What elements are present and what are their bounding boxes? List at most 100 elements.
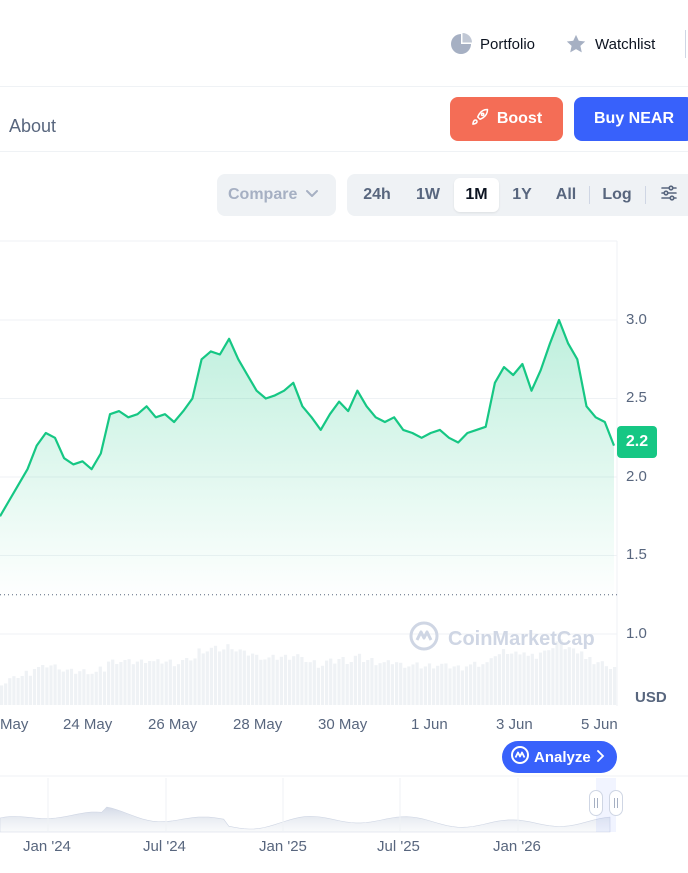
volume-bar	[238, 649, 242, 705]
top-bar: Portfolio Watchlist	[0, 0, 688, 87]
volume-bar	[415, 662, 419, 705]
volume-bar	[4, 683, 8, 705]
volume-bar	[69, 668, 74, 705]
volume-bar	[267, 657, 271, 705]
volume-bar	[366, 660, 370, 705]
volume-bar	[172, 666, 176, 705]
range-24h-button[interactable]: 24h	[363, 186, 391, 203]
volume-bar	[168, 659, 172, 705]
volume-bar	[197, 648, 201, 705]
range-separator	[645, 186, 646, 204]
volume-bar	[127, 659, 131, 705]
coinmarketcap-watermark: CoinMarketCap	[408, 620, 595, 658]
compare-label: Compare	[228, 186, 298, 203]
volume-bar	[432, 668, 436, 705]
volume-bar	[592, 664, 596, 705]
volume-bar	[263, 659, 267, 705]
navigator-tick-label: Jul '24	[143, 838, 186, 855]
range-all-button[interactable]: All	[555, 186, 577, 203]
volume-bar	[90, 673, 94, 705]
volume-bar	[353, 655, 357, 705]
volume-bar	[584, 659, 588, 705]
volume-bar	[28, 675, 32, 705]
currency-label: USD	[635, 689, 667, 706]
volume-bar	[345, 664, 349, 705]
volume-bar	[399, 662, 403, 705]
navigator-area	[0, 806, 611, 833]
x-tick-label: 28 May	[233, 716, 283, 733]
volume-bar	[518, 654, 522, 705]
volume-bar	[481, 664, 485, 705]
volume-bar	[234, 651, 238, 705]
volume-bar	[448, 668, 452, 705]
volume-bar	[460, 670, 464, 705]
volume-bar	[226, 644, 230, 705]
volume-bar	[98, 666, 102, 705]
volume-bar	[370, 658, 374, 705]
range-selector: 24h 1W 1M 1Y All Log	[347, 174, 688, 216]
volume-bar	[189, 660, 193, 705]
volume-bar	[386, 660, 390, 705]
buy-near-button[interactable]: Buy NEAR	[574, 97, 688, 141]
volume-bar	[279, 656, 283, 705]
volume-bar	[436, 665, 440, 705]
volume-bar	[526, 655, 530, 705]
range-1y-button[interactable]: 1Y	[512, 186, 532, 203]
navigator-tick-label: Jul '25	[377, 838, 420, 855]
portfolio-link[interactable]: Portfolio	[450, 32, 535, 56]
x-tick-label: 24 May	[63, 716, 113, 733]
pie-chart-icon	[450, 33, 472, 55]
volume-bar	[571, 648, 576, 705]
volume-bar	[329, 658, 333, 705]
volume-bar	[119, 662, 123, 705]
volume-bar	[205, 651, 209, 705]
chevron-down-icon	[305, 186, 319, 205]
volume-bar	[82, 669, 86, 705]
volume-bar	[242, 650, 246, 705]
volume-bar	[61, 671, 65, 705]
current-price-tag: 2.2	[617, 426, 657, 458]
volume-bar	[86, 674, 90, 705]
volume-bar	[144, 663, 148, 705]
analyze-button[interactable]: Analyze	[502, 741, 617, 773]
sliders-icon	[660, 184, 678, 207]
chevron-right-icon	[595, 749, 605, 766]
volume-bar	[596, 662, 600, 705]
navigator-right-handle[interactable]	[609, 790, 623, 816]
navigator-left-handle[interactable]	[589, 790, 603, 816]
boost-button[interactable]: Boost	[450, 97, 563, 141]
volume-bar	[580, 651, 584, 705]
cmc-logo-icon	[408, 620, 440, 658]
y-tick-label: 2.5	[626, 389, 647, 406]
volume-bar	[193, 658, 197, 705]
volume-bar	[411, 664, 415, 705]
volume-bar	[514, 651, 518, 705]
volume-bar	[16, 678, 20, 705]
range-1w-button[interactable]: 1W	[416, 186, 440, 203]
volume-bar	[275, 659, 279, 705]
volume-bar	[403, 667, 407, 705]
watchlist-link[interactable]: Watchlist	[565, 32, 655, 56]
volume-bar	[164, 661, 168, 705]
volume-bar	[333, 663, 337, 705]
volume-bar	[251, 653, 255, 705]
navigator-tick-label: Jan '26	[493, 838, 541, 855]
tab-about[interactable]: About	[9, 116, 57, 136]
volume-bar	[135, 661, 139, 705]
volume-bar	[427, 663, 432, 705]
volume-bar	[222, 649, 226, 705]
volume-bar	[362, 662, 366, 705]
volume-bar	[563, 649, 567, 705]
volume-bar	[337, 659, 341, 705]
compare-dropdown[interactable]: Compare	[217, 174, 336, 216]
range-1m-button[interactable]: 1M	[454, 178, 499, 212]
chart-settings-button[interactable]	[655, 178, 683, 212]
volume-bar	[20, 676, 24, 705]
volume-bar	[316, 667, 320, 705]
volume-bar	[374, 665, 378, 705]
x-tick-label: 30 May	[318, 716, 368, 733]
x-tick-label: 1 Jun	[411, 716, 448, 733]
y-tick-label: 1.0	[626, 625, 647, 642]
volume-bar	[543, 650, 547, 705]
log-scale-toggle[interactable]: Log	[602, 186, 632, 203]
